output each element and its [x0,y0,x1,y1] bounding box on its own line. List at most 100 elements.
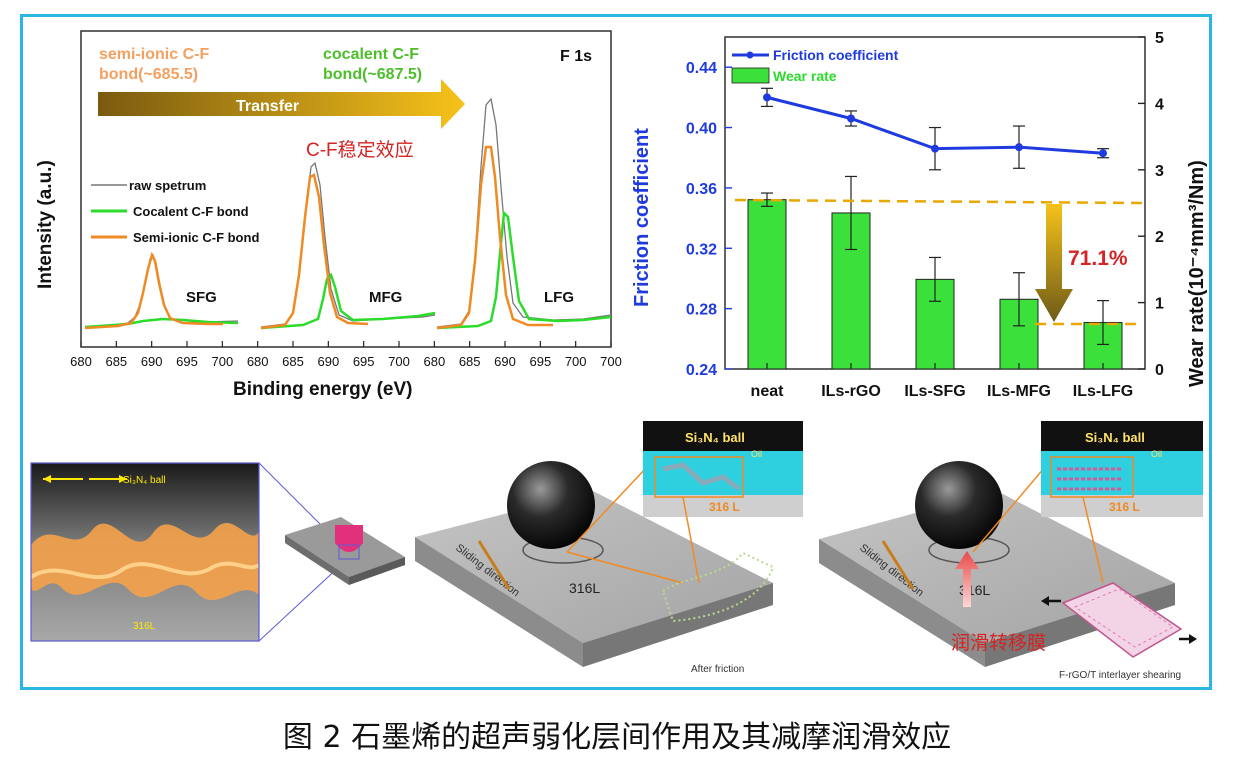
inset-link-1 [566,466,648,553]
film-arrow [955,551,979,607]
lubricant-highlight [29,561,261,580]
fw-left-axis: 0.24 0.28 0.32 0.36 0.40 0.44 [686,60,732,379]
fw-ytick-label: 0.28 [686,302,717,319]
xps-tick-label: 690 [317,354,339,369]
after-friction-label: After friction [691,664,744,675]
sfg-semi-curve [84,251,223,330]
legend-covalent: Cocalent C-F bond [133,204,249,219]
fw-y2label: Wear rate(10⁻⁴mm³/Nm) [1186,160,1208,387]
fw-y2tick-label: 4 [1155,96,1164,113]
inset-2-oil-label: Oil [1151,449,1162,459]
xps-tick-label: 695 [529,354,551,369]
lfg-semi-curve [436,145,553,330]
sliding-arrow-1 [477,540,511,590]
mini-zoom-box [338,544,360,560]
fw-category-label: ILs-MFG [987,383,1051,400]
fw-category-label: ILs-SFG [904,383,965,400]
shearing-layers [1061,582,1183,658]
sample-lfg: LFG [544,289,574,306]
fw-y2tick-label: 5 [1155,30,1164,47]
transfer-label: Transfer [236,98,299,115]
xps-ticks: 680 685 690 695 700 680 685 690 695 700 680 685 690 6… [70,341,622,369]
semi-ionic-label: semi-ionic C-F [99,46,209,63]
reduction-label: 71.1% [1068,247,1128,270]
shear-arrow-left-head [1041,596,1049,606]
lfg-raw-curve [436,97,612,328]
friction-point [763,93,771,102]
inset-2-ball-label: Si₃N₄ ball [1085,430,1145,445]
fw-category-label: ILs-rGO [821,383,881,400]
fw-y2tick-label: 0 [1155,362,1164,379]
lubricant-film [31,523,259,601]
inset-link-1b [566,551,684,584]
legend-wear: Wear rate [773,68,837,84]
mfg-semi-curve [260,173,369,330]
wear-bar [747,199,787,370]
ball-2 [915,461,1003,549]
fw-category-label: ILs-LFG [1073,383,1133,400]
fw-ylabel: Friction coefficient [631,128,653,307]
xps-tick-label: 680 [247,354,269,369]
zoom-line-bottom [258,564,342,642]
xps-tick-label: 695 [353,354,375,369]
covalent-label-2: bond(~687.5) [323,66,422,83]
xps-ylabel: Intensity (a.u.) [35,160,56,289]
ball-1 [507,461,595,549]
legend-friction-marker [746,51,754,59]
shearing-label: F-rGO/T interlayer shearing [1059,670,1181,681]
inset-2-substrate-label: 316 L [1109,500,1140,514]
xps-panel: Transfer semi-ionic C-F bond(~685.5) coc… [35,30,622,400]
inset-link-2 [972,466,1046,553]
inset-1-oil-label: Oil [751,449,762,459]
figure-svg: Transfer semi-ionic C-F bond(~685.5) coc… [29,30,1208,681]
sem-ball-label: Si₃N₄ ball [123,475,166,486]
fw-y2tick-label: 3 [1155,163,1164,180]
xps-tick-label: 690 [494,354,516,369]
covalent-label: cocalent C-F [323,46,419,63]
after-friction-molecules [661,551,775,623]
inset-1-zoom-box [654,456,744,498]
friction-point [1099,149,1107,158]
figure-caption: 图 2 石墨烯的超声弱化层间作用及其减摩润滑效应 [282,720,952,755]
fw-ytick-label: 0.32 [686,241,717,258]
block1-side [415,537,583,667]
friction-point [1015,143,1023,152]
inset-1-graphene [662,462,741,491]
xps-tick-label: 685 [105,354,127,369]
friction-wear-chart: 0.24 0.28 0.32 0.36 0.40 0.44 0 1 2 3 4 5 neat ILs-… [631,30,1208,400]
xps-tick-label: 700 [600,354,622,369]
friction-point [847,114,855,123]
fw-bars [747,175,1123,370]
inset-2-layers [1057,467,1123,491]
block1-front [583,583,773,667]
fw-ytick-label: 0.36 [686,181,717,198]
block1-top [415,491,773,643]
legend-friction: Friction coefficient [773,47,899,63]
inset-2-ball [1041,421,1203,451]
fw-category-label: neat [751,383,785,400]
transfer-arrow [98,79,465,129]
substrate-label-1: 316L [569,580,600,596]
sample-sfg: SFG [186,289,217,306]
film-label: 润滑转移膜 [951,632,1046,654]
fw-line [761,87,1109,171]
mini-block-side [285,535,349,585]
fw-y2tick-label: 1 [1155,296,1164,313]
lfg-covalent-curve [436,210,612,330]
legend-raw: raw spetrum [129,178,206,193]
contact-schematic-1: Sliding direction 316L Si₃N₄ ball 316 L … [415,421,803,675]
reduction-arrow [1035,204,1073,322]
fw-ytick-label: 0.44 [686,60,717,77]
xps-tick-label: 690 [141,354,163,369]
xps-tick-label: 700 [388,354,410,369]
sample-mfg: MFG [369,289,402,306]
xps-tick-label: 695 [176,354,198,369]
sem-frame [30,462,260,642]
xps-title: F 1s [560,48,592,65]
mfg-covalent-curve [260,272,436,330]
mfg-raw-curve [260,161,436,328]
shear-arrow-right-head [1189,634,1197,644]
friction-point [931,144,939,153]
inset-1-ball-label: Si₃N₄ ball [685,430,745,445]
sem-panel: Si₃N₄ ball 316L [29,462,405,642]
